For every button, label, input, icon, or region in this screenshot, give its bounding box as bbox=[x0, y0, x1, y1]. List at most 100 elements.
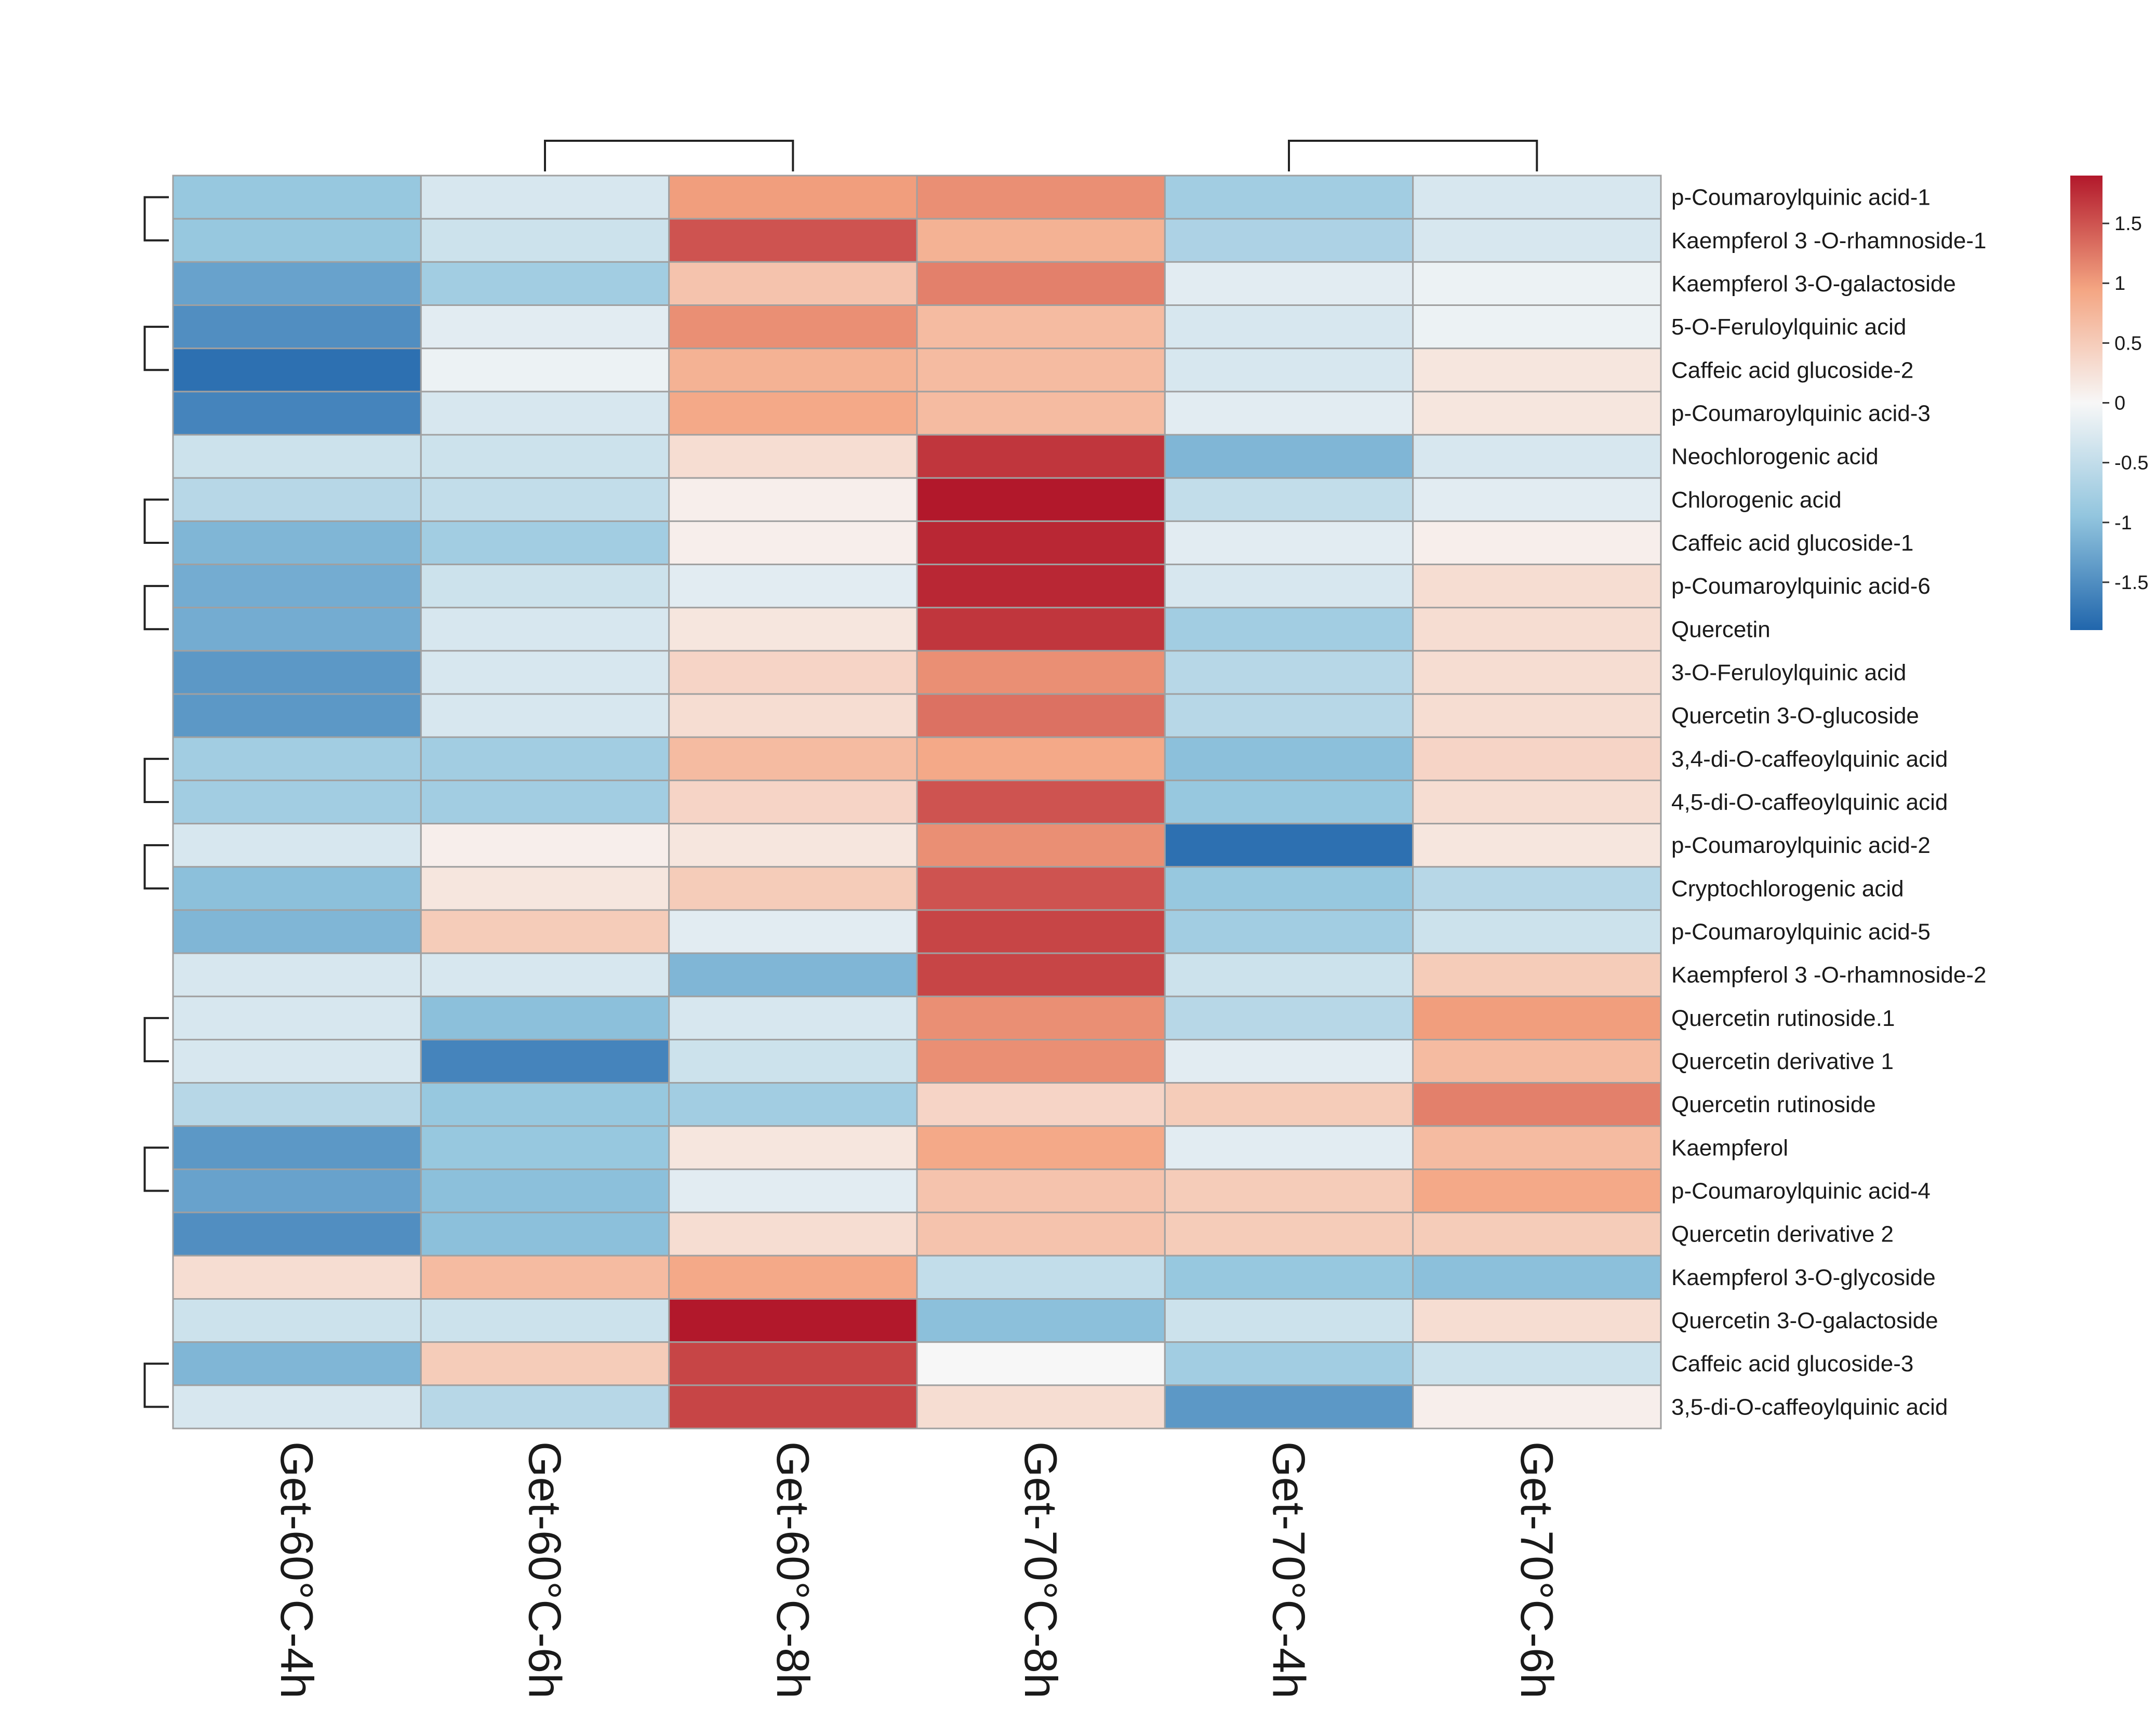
heatmap-cell bbox=[1164, 1341, 1414, 1386]
heatmap-cell bbox=[1164, 909, 1414, 954]
heatmap-cell bbox=[172, 1298, 422, 1343]
legend-tick-label: -0.5 bbox=[2114, 452, 2148, 474]
row-dendrogram-branch bbox=[143, 326, 169, 371]
heatmap-cell bbox=[668, 1082, 918, 1127]
heatmap-cell bbox=[420, 348, 670, 393]
heatmap-cell bbox=[668, 866, 918, 911]
legend-tick-label: 0.5 bbox=[2114, 332, 2142, 354]
heatmap-cell bbox=[1164, 1384, 1414, 1430]
row-label: Kaempferol 3 -O-rhamnoside-1 bbox=[1671, 228, 1986, 253]
heatmap-cell bbox=[1164, 218, 1414, 263]
heatmap-cell bbox=[1164, 995, 1414, 1041]
heatmap-cell bbox=[668, 564, 918, 609]
row-label: Caffeic acid glucoside-3 bbox=[1671, 1351, 1913, 1377]
row-label: p-Coumaroylquinic acid-4 bbox=[1671, 1179, 1931, 1204]
heatmap-cell bbox=[172, 391, 422, 436]
heatmap-cell bbox=[668, 823, 918, 868]
heatmap-cell bbox=[916, 218, 1166, 263]
heatmap-cell bbox=[668, 909, 918, 954]
row-label: Kaempferol 3 -O-rhamnoside-2 bbox=[1671, 963, 1986, 988]
heatmap-cell bbox=[420, 1341, 670, 1386]
heatmap-cell bbox=[172, 175, 422, 220]
row-dendrogram-branch bbox=[143, 844, 169, 890]
heatmap-cell bbox=[420, 952, 670, 997]
heatmap-cell bbox=[668, 261, 918, 306]
heatmap-cell bbox=[916, 348, 1166, 393]
heatmap-cell bbox=[420, 736, 670, 781]
heatmap-cell bbox=[1164, 736, 1414, 781]
heatmap-cell bbox=[1164, 650, 1414, 695]
heatmap-cell bbox=[1412, 1341, 1662, 1386]
heatmap-cell bbox=[668, 1168, 918, 1213]
heatmap-cell bbox=[668, 520, 918, 566]
heatmap-cell bbox=[668, 779, 918, 825]
heatmap-cell bbox=[916, 736, 1166, 781]
heatmap-cell bbox=[172, 995, 422, 1041]
heatmap-cell bbox=[668, 304, 918, 350]
heatmap-cell bbox=[420, 1384, 670, 1430]
row-dendrogram-branch bbox=[143, 498, 169, 544]
heatmap-cell bbox=[1412, 1082, 1662, 1127]
heatmap-cell bbox=[916, 520, 1166, 566]
heatmap-cell bbox=[1412, 564, 1662, 609]
heatmap-cell bbox=[668, 1298, 918, 1343]
heatmap-cell bbox=[916, 477, 1166, 522]
heatmap-cell bbox=[668, 995, 918, 1041]
heatmap-cell bbox=[668, 477, 918, 522]
heatmap-cell bbox=[1164, 348, 1414, 393]
heatmap-cell bbox=[172, 650, 422, 695]
heatmap-cell bbox=[1164, 434, 1414, 479]
heatmap-cell bbox=[916, 391, 1166, 436]
heatmap-cell bbox=[172, 909, 422, 954]
heatmap-cell bbox=[1164, 823, 1414, 868]
heatmap-cell bbox=[1164, 175, 1414, 220]
heatmap-cell bbox=[1412, 736, 1662, 781]
heatmap-cell bbox=[916, 1125, 1166, 1170]
heatmap-cell bbox=[668, 175, 918, 220]
heatmap-cell bbox=[1412, 909, 1662, 954]
heatmap-cell bbox=[1164, 520, 1414, 566]
column-label: Get-60°C-6h bbox=[520, 1441, 571, 1699]
heatmap-cell bbox=[668, 1038, 918, 1084]
heatmap-cell bbox=[1412, 1298, 1662, 1343]
column-labels: Get-60°C-4h Get-60°C-6h Get-60°C-8h Get-70°… bbox=[271, 1441, 1563, 1699]
heatmap-cell bbox=[1412, 175, 1662, 220]
heatmap-cell bbox=[420, 607, 670, 652]
heatmap-cell bbox=[1412, 1254, 1662, 1300]
heatmap-cell bbox=[420, 477, 670, 522]
heatmap-cell bbox=[1164, 1082, 1414, 1127]
heatmap-cell bbox=[1412, 995, 1662, 1041]
heatmap-cell bbox=[916, 1254, 1166, 1300]
heatmap-cell bbox=[172, 1168, 422, 1213]
heatmap-cells bbox=[172, 175, 1662, 1430]
heatmap-cell bbox=[668, 1254, 918, 1300]
heatmap-cell bbox=[668, 693, 918, 738]
row-label: p-Coumaroylquinic acid-2 bbox=[1671, 833, 1931, 858]
heatmap-cell bbox=[420, 866, 670, 911]
heatmap-cell bbox=[916, 1168, 1166, 1213]
heatmap-cell bbox=[916, 1384, 1166, 1430]
heatmap-cell bbox=[1412, 823, 1662, 868]
heatmap-cell bbox=[420, 1298, 670, 1343]
heatmap-cell bbox=[1412, 391, 1662, 436]
heatmap-cell bbox=[1164, 607, 1414, 652]
heatmap-cell bbox=[1412, 1125, 1662, 1170]
heatmap-cell bbox=[916, 175, 1166, 220]
row-label: Kaempferol 3-O-glycoside bbox=[1671, 1265, 1936, 1290]
heatmap-cell bbox=[1412, 650, 1662, 695]
heatmap-cell bbox=[1412, 304, 1662, 350]
row-label: Quercetin derivative 1 bbox=[1671, 1049, 1894, 1074]
heatmap-cell bbox=[1164, 304, 1414, 350]
heatmap-cell bbox=[1412, 434, 1662, 479]
row-label: 3,5-di-O-caffeoylquinic acid bbox=[1671, 1394, 1948, 1420]
heatmap-cell bbox=[172, 261, 422, 306]
column-label: Get-70°C-8h bbox=[1015, 1441, 1067, 1699]
heatmap-cell bbox=[1412, 952, 1662, 997]
heatmap-cell bbox=[172, 1254, 422, 1300]
heatmap-cell bbox=[172, 434, 422, 479]
heatmap-cell bbox=[1412, 779, 1662, 825]
heatmap-cell bbox=[916, 434, 1166, 479]
heatmap-cell bbox=[420, 823, 670, 868]
heatmap-cell bbox=[668, 1384, 918, 1430]
row-label: Kaempferol 3-O-galactoside bbox=[1671, 271, 1956, 297]
